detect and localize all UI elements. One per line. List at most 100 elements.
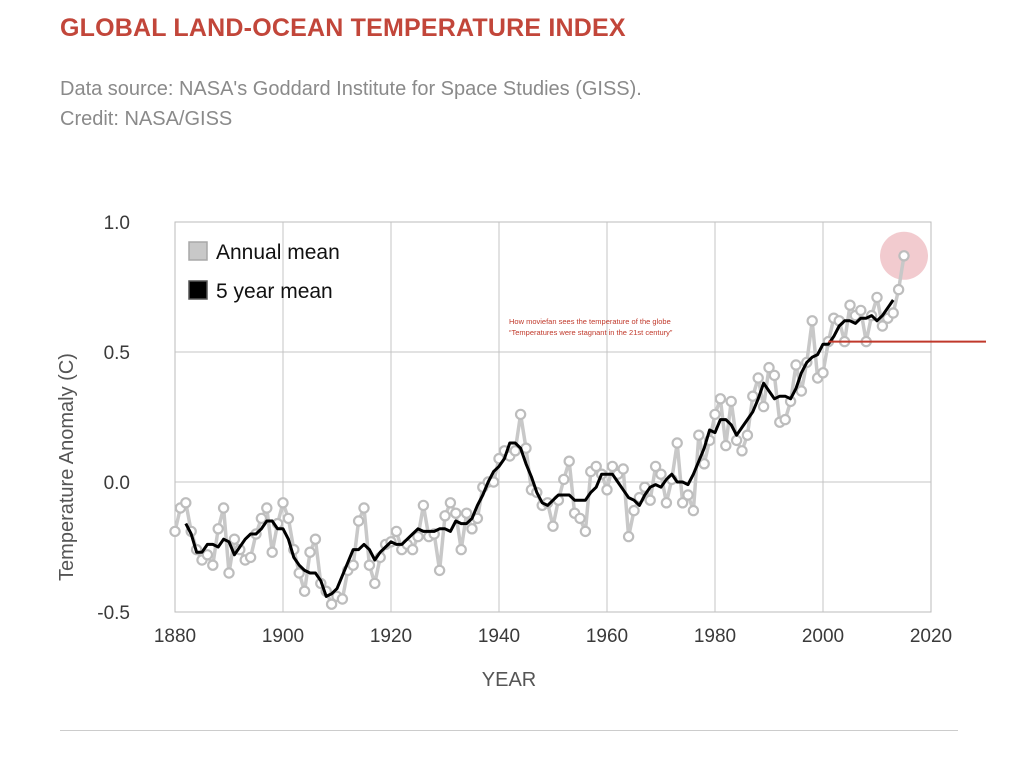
page-subtitle: Data source: NASA's Goddard Institute fo… — [60, 78, 642, 130]
annual-mean-point — [757, 400, 770, 413]
annual-mean-point — [547, 520, 559, 532]
y-tick-label: -0.5 — [97, 603, 130, 624]
annual-mean-point — [201, 549, 214, 561]
annual-mean-point — [687, 504, 700, 517]
annual-mean-point — [558, 473, 570, 486]
annual-mean-point — [628, 504, 640, 517]
annual-mean-point — [369, 577, 381, 590]
annual-mean-point — [790, 359, 802, 371]
annual-mean-point — [682, 489, 694, 501]
annual-mean-point — [736, 445, 748, 457]
annual-mean-point — [406, 543, 419, 556]
annual-mean-point — [768, 369, 781, 382]
annual-mean-point — [887, 307, 899, 319]
annual-mean-point — [855, 304, 867, 317]
annual-mean-point — [347, 559, 359, 571]
annual-mean-point — [741, 429, 754, 441]
y-tick-label: 1.0 — [104, 213, 130, 234]
annual-mean-point — [455, 543, 467, 556]
annual-mean-point — [730, 434, 743, 447]
annual-mean-point — [466, 523, 478, 535]
annual-mean-point — [779, 413, 791, 426]
annual-mean-point — [763, 361, 775, 374]
x-axis-title: YEAR — [482, 669, 536, 691]
annual-mean-point — [336, 593, 349, 605]
annual-mean-point — [698, 458, 710, 470]
legend-swatch-annual — [188, 241, 208, 261]
legend: Annual mean 5 year mean — [188, 241, 340, 303]
annual-mean-point — [223, 567, 235, 579]
annual-mean-point — [450, 507, 462, 519]
annual-mean-point — [563, 455, 575, 467]
annual-mean-point — [277, 497, 289, 509]
annual-mean-point — [660, 497, 673, 509]
annual-mean-point — [720, 439, 732, 452]
annual-mean-point — [460, 507, 473, 519]
annual-mean-point — [412, 530, 424, 543]
annual-mean-point — [693, 429, 705, 441]
annual-mean-point — [590, 460, 602, 473]
annual-mean-point — [433, 564, 446, 577]
annual-mean-point — [417, 499, 430, 512]
x-tick-label: 1980 — [694, 626, 736, 647]
annual-mean-point — [298, 585, 311, 597]
annual-mean-point — [390, 525, 403, 538]
x-tick-label: 1940 — [478, 626, 520, 647]
annual-mean-point — [282, 512, 295, 525]
legend-swatch-five-year — [188, 280, 208, 300]
y-tick-labels: -0.5 0.0 0.5 1.0 — [97, 213, 130, 624]
y-tick-label: 0.5 — [104, 343, 130, 364]
annual-mean-point — [439, 510, 451, 522]
five-year-mean-line — [184, 299, 895, 598]
annual-mean-point — [795, 385, 808, 397]
annual-mean-point — [844, 299, 856, 311]
annotation-line-2: “Temperatures were stagnant in the 21st … — [509, 328, 673, 337]
annual-mean-point — [304, 546, 316, 558]
annual-mean-point — [806, 315, 818, 327]
x-tick-label: 1920 — [370, 626, 412, 647]
annual-mean-point — [579, 525, 592, 538]
annual-mean-point — [876, 320, 889, 332]
legend-label-five-year: 5 year mean — [216, 280, 333, 303]
y-tick-label: 0.0 — [104, 473, 130, 494]
annual-mean-point — [207, 559, 219, 571]
annual-mean-point — [671, 437, 683, 449]
annual-mean-point — [892, 283, 905, 296]
annual-mean-point — [169, 525, 181, 538]
y-axis-title: Temperature Anomaly (C) — [56, 353, 78, 581]
annual-mean-point — [358, 502, 370, 514]
x-tick-label: 2020 — [910, 626, 952, 647]
annual-mean-point — [244, 551, 257, 564]
annual-mean-point — [444, 497, 457, 509]
annual-mean-point — [574, 512, 586, 525]
legend-label-annual: Annual mean — [216, 241, 340, 264]
annual-mean-point — [871, 291, 883, 304]
annual-mean-point — [293, 567, 305, 579]
annual-mean-point — [325, 598, 338, 610]
x-tick-label: 1900 — [262, 626, 304, 647]
annual-mean-point — [261, 502, 273, 514]
annual-mean-point — [709, 408, 721, 421]
annotation-line-1: How moviefan sees the temperature of the… — [509, 317, 671, 326]
annual-mean-point — [217, 502, 230, 514]
annual-mean-point — [649, 460, 662, 473]
annual-mean-point — [617, 463, 629, 475]
annual-mean-point — [228, 533, 241, 545]
annual-mean-point — [266, 546, 278, 558]
annual-mean-point — [180, 497, 192, 509]
annual-mean-point — [747, 390, 759, 402]
annual-mean-point — [606, 460, 619, 473]
bottom-divider — [60, 730, 958, 731]
x-tick-label: 1960 — [586, 626, 628, 647]
annual-mean-point — [898, 250, 910, 262]
x-tick-label: 1880 — [154, 626, 196, 647]
annual-mean-point — [752, 372, 764, 384]
x-tick-label: 2000 — [802, 626, 844, 647]
annual-mean-point — [514, 408, 527, 421]
annual-mean-point — [655, 468, 667, 480]
annual-mean-point — [363, 559, 376, 571]
annual-mean-point — [509, 445, 521, 457]
annual-mean-point — [352, 515, 365, 527]
five-year-mean-series — [184, 299, 895, 598]
